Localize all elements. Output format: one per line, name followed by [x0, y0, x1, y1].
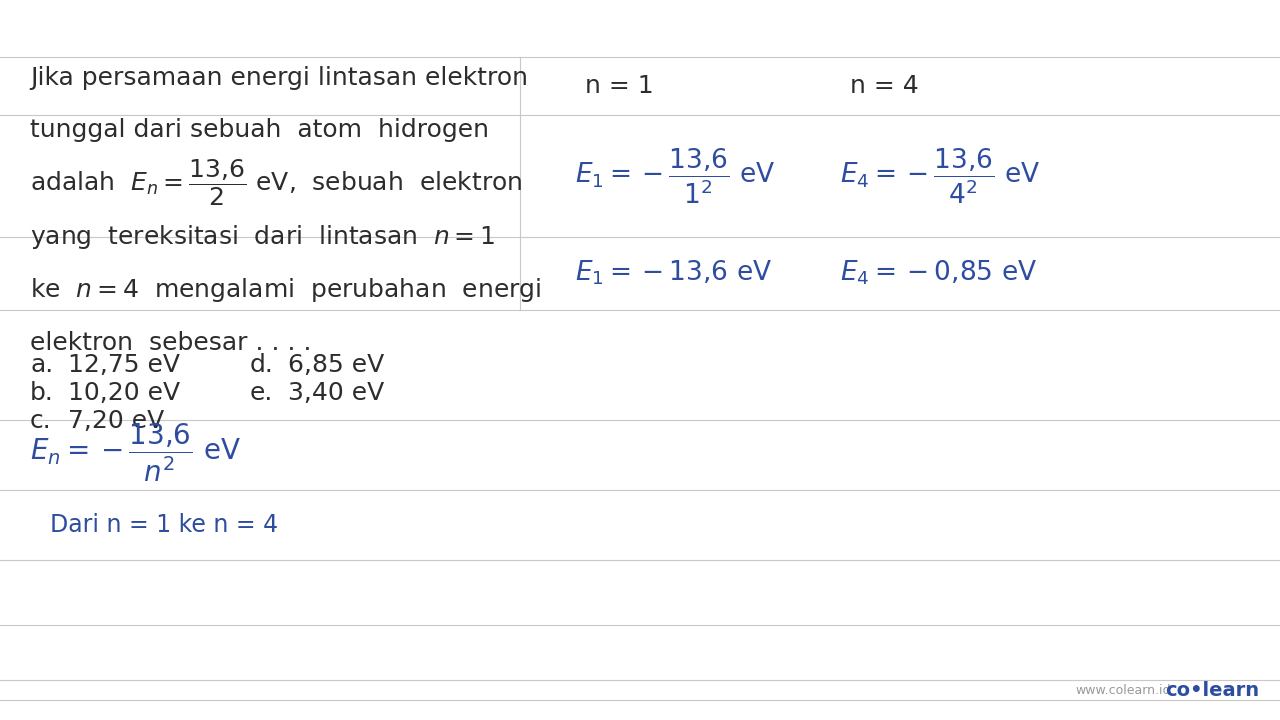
Text: c.: c. [29, 409, 51, 433]
Text: tunggal dari sebuah  atom  hidrogen: tunggal dari sebuah atom hidrogen [29, 118, 489, 142]
Text: $E_1 = -\dfrac{13{,}6}{1^2}\ \mathrm{eV}$: $E_1 = -\dfrac{13{,}6}{1^2}\ \mathrm{eV}… [575, 146, 776, 206]
Text: 3,40 eV: 3,40 eV [288, 381, 384, 405]
Text: e.: e. [250, 381, 274, 405]
Text: $E_n = -\dfrac{13{,}6}{n^2}\ \mathrm{eV}$: $E_n = -\dfrac{13{,}6}{n^2}\ \mathrm{eV}… [29, 422, 241, 485]
Text: elektron  sebesar . . . .: elektron sebesar . . . . [29, 331, 311, 355]
Text: n = 4: n = 4 [850, 74, 919, 98]
Text: d.: d. [250, 353, 274, 377]
Text: yang  tereksitasi  dari  lintasan  $n = 1$: yang tereksitasi dari lintasan $n = 1$ [29, 223, 495, 251]
Text: $E_1 = -13{,}6\ \mathrm{eV}$: $E_1 = -13{,}6\ \mathrm{eV}$ [575, 258, 772, 287]
Text: 12,75 eV: 12,75 eV [68, 353, 180, 377]
Text: ke  $n = 4$  mengalami  perubahan  energi: ke $n = 4$ mengalami perubahan energi [29, 276, 541, 304]
Text: www.colearn.id: www.colearn.id [1075, 683, 1170, 696]
Text: a.: a. [29, 353, 54, 377]
Text: 6,85 eV: 6,85 eV [288, 353, 384, 377]
Text: 10,20 eV: 10,20 eV [68, 381, 180, 405]
Text: $E_4 = -0{,}85\ \mathrm{eV}$: $E_4 = -0{,}85\ \mathrm{eV}$ [840, 258, 1037, 287]
Text: $E_4 = -\dfrac{13{,}6}{4^2}\ \mathrm{eV}$: $E_4 = -\dfrac{13{,}6}{4^2}\ \mathrm{eV}… [840, 146, 1041, 206]
Text: co•learn: co•learn [1165, 680, 1260, 700]
Text: Jika persamaan energi lintasan elektron: Jika persamaan energi lintasan elektron [29, 66, 529, 90]
Text: Dari n = 1 ke n = 4: Dari n = 1 ke n = 4 [50, 513, 278, 537]
Text: 7,20 eV: 7,20 eV [68, 409, 164, 433]
Text: b.: b. [29, 381, 54, 405]
Text: n = 1: n = 1 [585, 74, 654, 98]
Text: adalah  $E_n = \dfrac{13{,}6}{2}$ eV,  sebuah  elektron: adalah $E_n = \dfrac{13{,}6}{2}$ eV, seb… [29, 158, 522, 208]
